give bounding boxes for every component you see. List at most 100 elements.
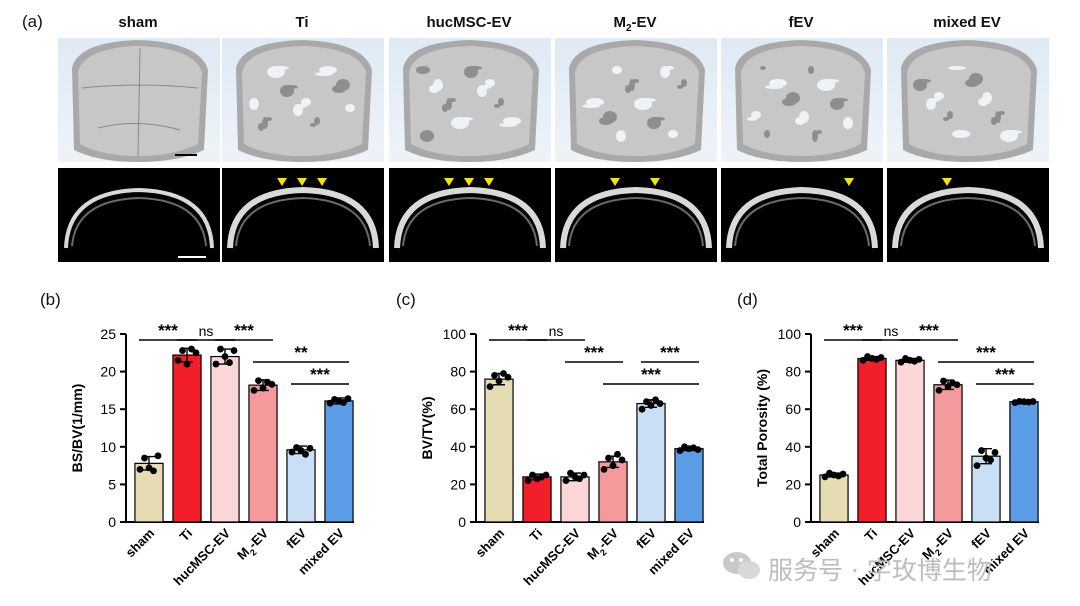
bar-sham [134,462,164,523]
bar-mixed-EV [1009,401,1039,523]
bar-fEV [286,449,316,523]
arrowhead-marker [484,178,494,186]
x-tick-label: fEV [283,525,309,551]
data-point [136,465,144,473]
y-tick-label: 20 [100,364,116,380]
significance-label: *** [310,365,330,384]
skull-3d-drawing [236,40,372,162]
data-point [600,465,608,473]
data-point [297,447,305,454]
y-tick-label: 60 [450,401,466,417]
data-point [935,387,943,394]
data-point [839,470,847,478]
ct-slice-drawing [560,178,712,249]
data-point [192,349,200,357]
ct-slice-image-5 [887,168,1049,262]
bar-sham [819,474,849,523]
data-point [618,456,626,464]
data-point [567,469,574,477]
skull-3d-drawing [735,40,871,162]
y-tick-label: 80 [785,364,801,380]
group-title-1: Ti [295,14,309,31]
significance-label: *** [508,321,528,340]
significance-label: *** [919,321,939,340]
data-point [652,396,659,404]
significance-label: *** [641,365,661,384]
data-point [326,399,334,407]
bar-sham [484,378,514,523]
data-point [614,450,621,458]
arrowhead-marker [277,178,287,186]
skull-3d-drawing [403,40,539,162]
bar-Ti [172,354,202,523]
data-point [609,462,617,469]
watermark: 服务号 · 字玫博生物 [720,548,1060,585]
data-point [576,475,583,483]
data-point [491,371,498,379]
data-point [217,345,224,353]
data-point [897,358,905,366]
bar-hucMSC-EV [210,355,240,523]
data-point [141,454,148,462]
y-tick-label: 0 [458,514,466,530]
bar-fEV [636,402,666,523]
data-point [940,377,947,385]
y-tick-label: 0 [793,514,801,530]
arrowhead-marker [317,178,327,186]
significance-label: *** [158,321,178,340]
data-point [643,398,650,406]
data-point [344,395,352,403]
bar-mixed-EV [674,448,704,523]
y-tick-label: 40 [450,439,466,455]
skull-3d-drawing [72,40,208,162]
bar-hucMSC-EV [895,359,925,523]
y-tick-label: 100 [443,326,467,342]
data-point [174,356,182,364]
data-point [987,456,994,464]
data-point [821,473,829,481]
bar-M2-EV [248,384,278,523]
x-tick-label: M2-EV [234,525,274,565]
x-tick-label: sham [472,526,507,561]
x-tick-label: Ti [862,526,881,545]
significance-label: ns [884,323,899,339]
x-tick-label: Ti [177,526,196,545]
data-point [255,377,262,385]
data-point [306,444,314,452]
data-point [250,387,258,394]
y-axis-label: BV/TV(%) [419,397,435,460]
group-title-4: fEV [788,14,814,31]
data-point [486,383,494,391]
data-point [562,477,570,485]
data-point [221,353,229,360]
data-point [524,477,532,485]
y-tick-label: 25 [100,326,116,342]
y-tick-label: 20 [785,476,801,492]
data-point [529,471,536,479]
x-tick-label: sham [122,526,157,561]
data-point [504,373,512,381]
significance-label: ** [294,343,308,362]
significance-label: ns [549,323,564,339]
ct-slice-image-0 [58,168,220,262]
data-point [647,402,655,409]
panel-c-label: (c) [396,290,416,309]
data-point [302,450,309,458]
significance-label: *** [843,321,863,340]
bar-M2-EV [933,384,963,523]
data-point [638,405,646,413]
y-tick-label: 10 [100,439,116,455]
data-point [154,452,162,460]
data-point [605,454,612,462]
skull-3d-image-2 [389,38,551,162]
significance-label: *** [660,343,680,362]
bar-mixed-EV [324,400,354,523]
y-tick-label: 60 [785,401,801,417]
skull-3d-image-5 [887,38,1049,162]
y-axis-label: Total Porosity (%) [754,369,770,487]
wechat-icon [723,552,760,579]
ct-slice-drawing [892,178,1044,249]
arrowhead-marker [942,178,952,186]
arrowhead-marker [297,178,307,186]
